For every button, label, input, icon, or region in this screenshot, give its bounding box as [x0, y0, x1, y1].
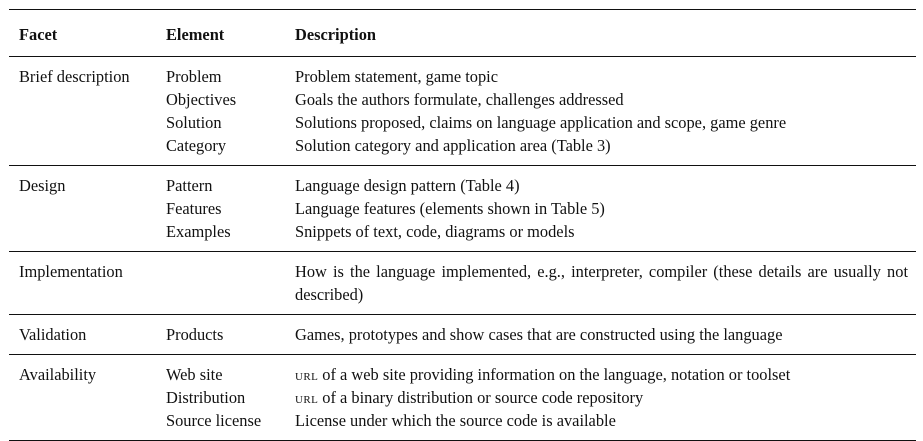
table-row: Solution Solutions proposed, claims on l… — [9, 111, 916, 134]
group-availability: Availability Web site URL of a web site … — [9, 355, 916, 441]
element-cell: Problem — [166, 67, 222, 86]
url-abbrev: URL — [295, 388, 319, 407]
description-text: of a binary distribution or source code … — [318, 388, 644, 407]
facet-cell-empty — [9, 409, 156, 441]
description-cell: Games, prototypes and show cases that ar… — [295, 325, 783, 344]
element-cell: Category — [166, 136, 227, 155]
description-cell: Solutions proposed, claims on language a… — [295, 113, 787, 132]
facet-cell-empty — [9, 197, 156, 220]
url-abbrev: URL — [295, 365, 319, 384]
group-design: Design Pattern Language design pattern (… — [9, 166, 916, 252]
element-cell: Features — [166, 199, 222, 218]
facet-cell-empty — [9, 134, 156, 166]
header-element: Element — [166, 25, 225, 44]
element-cell — [156, 252, 285, 315]
facet-cell-empty — [9, 386, 156, 409]
facet-cell: Implementation — [19, 262, 123, 281]
table-row: Examples Snippets of text, code, diagram… — [9, 220, 916, 252]
group-implementation: Implementation How is the language imple… — [9, 252, 916, 315]
facet-cell: Brief description — [19, 67, 130, 86]
description-text: of a web site providing information on t… — [318, 365, 791, 384]
facet-cell: Availability — [19, 365, 97, 384]
description-cell: Solution category and application area (… — [295, 136, 611, 155]
element-cell: Products — [166, 325, 224, 344]
element-cell: Source license — [166, 411, 262, 430]
element-cell: Solution — [166, 113, 222, 132]
description-cell: Language features (elements shown in Tab… — [295, 199, 605, 218]
header-facet: Facet — [19, 25, 58, 44]
description-cell: Language design pattern (Table 4) — [295, 176, 520, 195]
group-validation: Validation Products Games, prototypes an… — [9, 315, 916, 355]
table-row: Validation Products Games, prototypes an… — [9, 315, 916, 355]
facet-cell-empty — [9, 220, 156, 252]
table-row: Distribution URL of a binary distributio… — [9, 386, 916, 409]
description-cell: Problem statement, game topic — [295, 67, 499, 86]
table-row: Design Pattern Language design pattern (… — [9, 166, 916, 198]
facet-cell: Design — [19, 176, 66, 195]
description-cell: Goals the authors formulate, challenges … — [295, 90, 624, 109]
description-cell: Snippets of text, code, diagrams or mode… — [295, 222, 575, 241]
table-row: Objectives Goals the authors formulate, … — [9, 88, 916, 111]
facet-cell-empty — [9, 111, 156, 134]
facet-table-container: Facet Element Description Brief descript… — [9, 9, 916, 441]
description-cell: License under which the source code is a… — [295, 411, 616, 430]
group-brief-description: Brief description Problem Problem statem… — [9, 57, 916, 166]
table-row: Source license License under which the s… — [9, 409, 916, 441]
element-cell: Pattern — [166, 176, 213, 195]
header-row: Facet Element Description — [9, 9, 916, 57]
description-cell: How is the language implemented, e.g., i… — [295, 262, 908, 304]
facet-cell-empty — [9, 88, 156, 111]
table-header: Facet Element Description — [9, 9, 916, 57]
description-cell: URL of a binary distribution or source c… — [285, 386, 916, 409]
element-cell: Web site — [166, 365, 223, 384]
table-row: Brief description Problem Problem statem… — [9, 57, 916, 89]
header-description: Description — [295, 25, 377, 44]
description-cell: URL of a web site providing information … — [285, 355, 916, 387]
element-cell: Objectives — [166, 90, 237, 109]
facet-cell: Validation — [19, 325, 87, 344]
element-cell: Distribution — [166, 388, 246, 407]
table-row: Category Solution category and applicati… — [9, 134, 916, 166]
table-row: Features Language features (elements sho… — [9, 197, 916, 220]
element-cell: Examples — [166, 222, 231, 241]
facet-table: Facet Element Description Brief descript… — [9, 9, 916, 441]
table-row: Implementation How is the language imple… — [9, 252, 916, 315]
table-row: Availability Web site URL of a web site … — [9, 355, 916, 387]
